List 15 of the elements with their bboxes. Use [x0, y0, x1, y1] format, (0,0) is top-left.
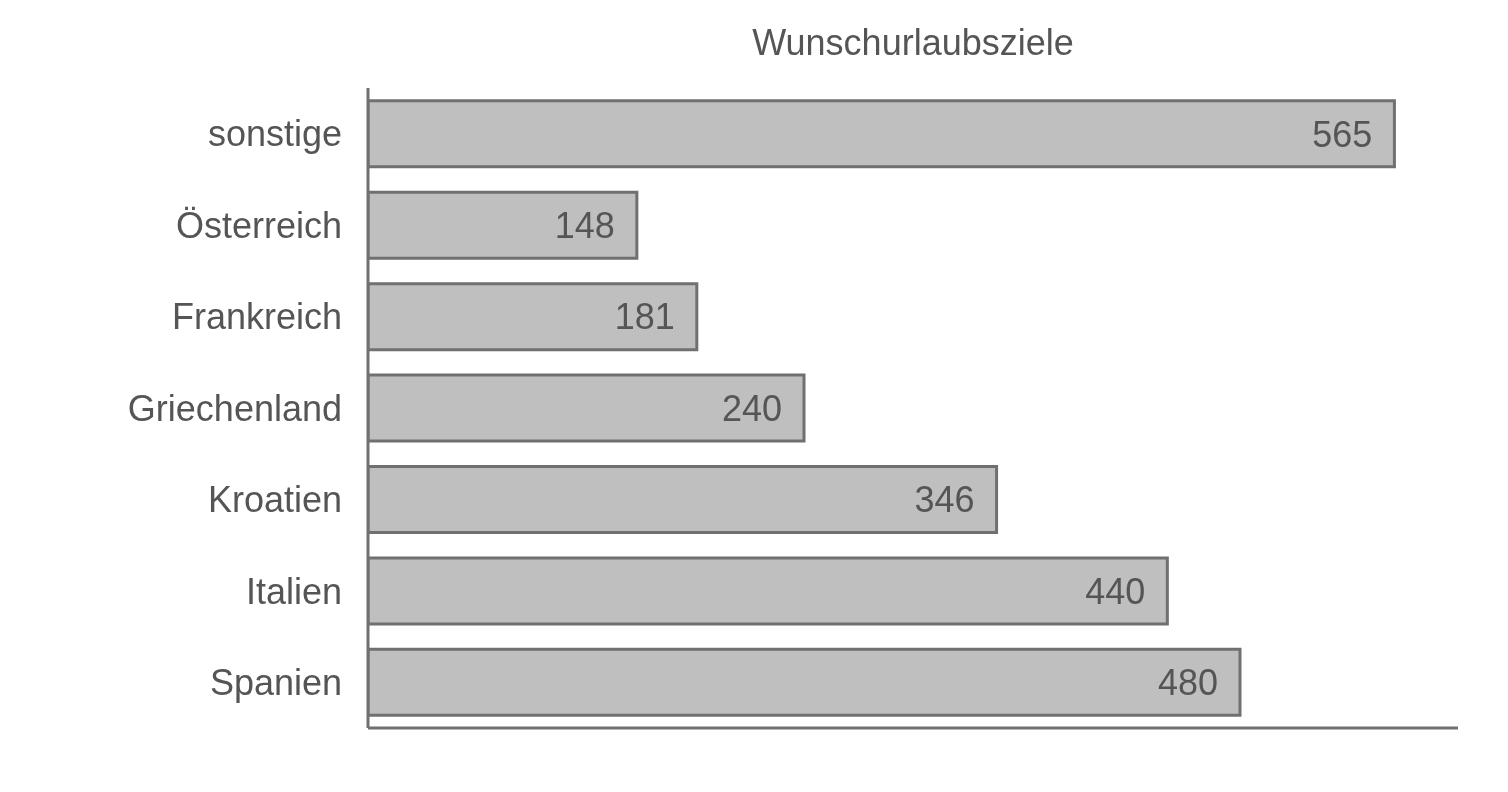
- y-tick-label: Österreich: [175, 204, 342, 246]
- y-tick-label: sonstige: [207, 113, 342, 155]
- data-label: 240: [721, 387, 782, 429]
- data-label: 148: [554, 205, 615, 247]
- chart-title: Wunschurlaubsziele: [751, 21, 1075, 65]
- data-label: 440: [1085, 570, 1146, 612]
- y-tick-label: Italien: [245, 570, 342, 612]
- y-tick-label: Frankreich: [171, 296, 342, 338]
- y-tick-label: Griechenland: [127, 387, 342, 429]
- data-label: 565: [1312, 113, 1373, 155]
- data-label: 346: [914, 479, 975, 521]
- data-label: 181: [614, 296, 675, 338]
- y-tick-label: Spanien: [209, 662, 342, 704]
- data-label: 480: [1157, 662, 1218, 704]
- y-tick-label: Kroatien: [207, 479, 342, 521]
